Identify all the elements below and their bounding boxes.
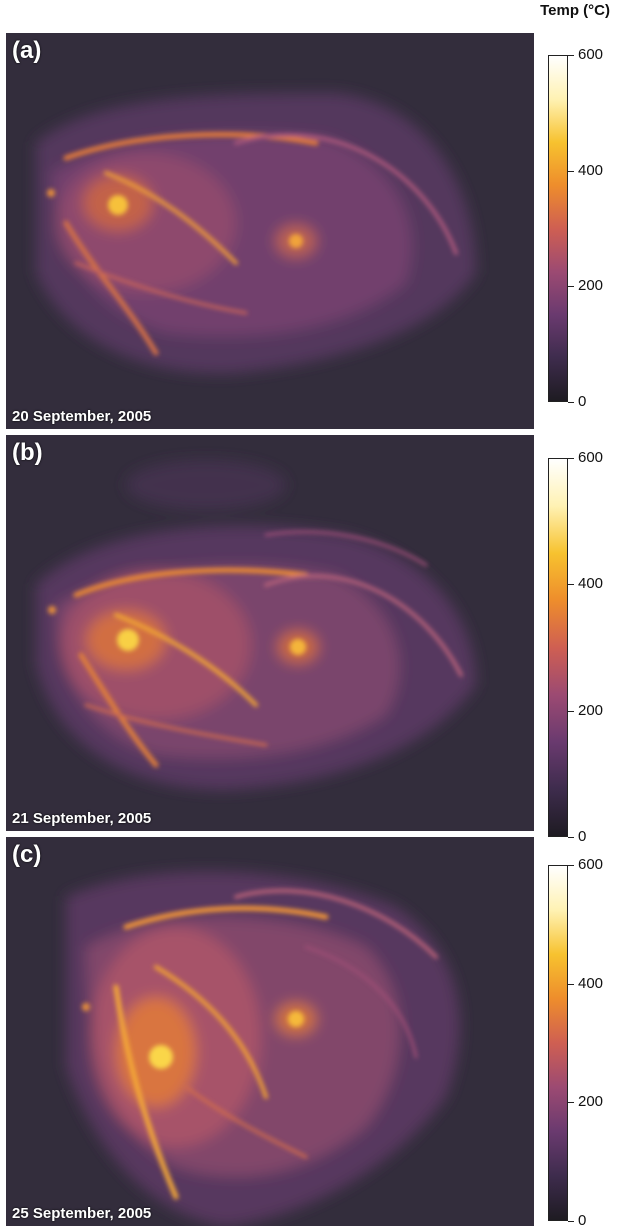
colorbar-tick — [568, 711, 574, 712]
colorbar-tick — [568, 865, 574, 866]
colorbar-tick-label: 200 — [578, 277, 604, 294]
colorbar-tick-label: 600 — [578, 46, 604, 63]
temperature-colorbar — [548, 458, 568, 837]
colorbar-tick — [568, 837, 574, 838]
colorbar-tick — [568, 171, 574, 172]
colorbar-tick-label: 0 — [578, 828, 587, 845]
colorbar-tick — [568, 1221, 574, 1222]
colorbar-tick-label: 400 — [578, 575, 604, 592]
thermal-image-panel-c: (c) 25 September, 2005 — [6, 837, 534, 1226]
colorbar-tick-label: 200 — [578, 1093, 604, 1110]
colorbar-tick — [568, 402, 574, 403]
colorbar-tick — [568, 984, 574, 985]
colorbar-tick — [568, 55, 574, 56]
date-label: 25 September, 2005 — [12, 1205, 152, 1222]
thermal-image-c — [6, 837, 534, 1226]
panel-label: (c) — [12, 841, 42, 868]
temperature-colorbar — [548, 865, 568, 1221]
colorbar-tick — [568, 584, 574, 585]
temperature-colorbar — [548, 55, 568, 402]
colorbar-tick — [568, 286, 574, 287]
date-label: 20 September, 2005 — [12, 408, 152, 425]
colorbar-tick-label: 600 — [578, 449, 604, 466]
colorbar-tick-label: 400 — [578, 975, 604, 992]
colorbar-title: Temp (°C) — [540, 2, 610, 19]
panel-label: (b) — [12, 439, 43, 466]
colorbar-tick-label: 400 — [578, 162, 604, 179]
date-label: 21 September, 2005 — [12, 810, 152, 827]
thermal-image-panel-b: (b) 21 September, 2005 — [6, 435, 534, 831]
colorbar-tick-label: 0 — [578, 393, 587, 410]
thermal-image-panel-a: (a) 20 September, 2005 — [6, 33, 534, 429]
colorbar-tick-label: 0 — [578, 1212, 587, 1229]
thermal-image-a — [6, 33, 534, 429]
colorbar-tick — [568, 1102, 574, 1103]
panel-label: (a) — [12, 37, 42, 64]
colorbar-tick-label: 600 — [578, 856, 604, 873]
colorbar-tick — [568, 458, 574, 459]
thermal-image-b — [6, 435, 534, 831]
colorbar-tick-label: 200 — [578, 702, 604, 719]
